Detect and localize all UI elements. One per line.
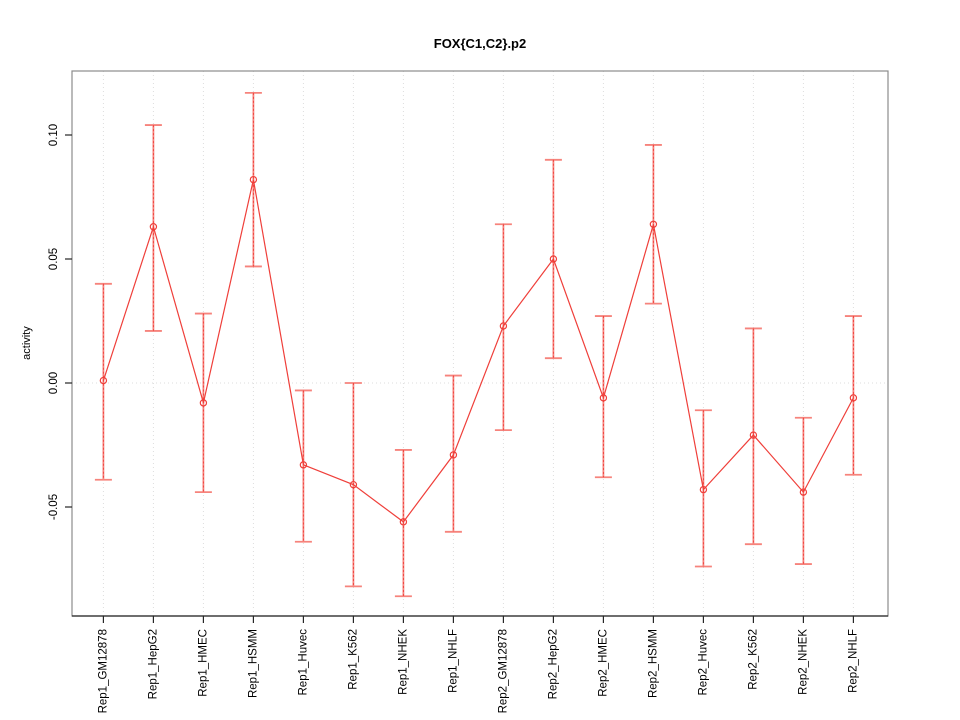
- x-tick-label: Rep2_GM12878: [497, 629, 509, 713]
- data-point: [399, 518, 408, 526]
- plot-border: [71, 70, 889, 617]
- data-point: [799, 488, 808, 496]
- y-tick-label: -0.05: [48, 494, 60, 520]
- data-point: [249, 175, 258, 184]
- x-tick-label: Rep2_K562: [747, 629, 759, 690]
- x-tick-label: Rep2_NHLF: [847, 629, 859, 693]
- data-point: [149, 223, 158, 231]
- y-tick-label: 0.00: [48, 372, 60, 394]
- y-tick-label: 0.05: [48, 248, 60, 270]
- x-tick-label: Rep1_Huvec: [297, 629, 309, 696]
- x-tick-label: Rep1_NHEK: [397, 629, 409, 695]
- data-point: [199, 399, 208, 407]
- series-line: [102, 179, 854, 523]
- x-tick-label: Rep1_NHLF: [447, 629, 459, 693]
- x-tick-label: Rep1_HSMM: [247, 629, 259, 698]
- data-point: [349, 480, 358, 489]
- data-point: [449, 451, 458, 459]
- data-point: [699, 485, 708, 494]
- data-point: [649, 220, 658, 228]
- y-tick-label: 0.10: [48, 124, 60, 146]
- data-point: [499, 322, 508, 330]
- x-tick-label: Rep2_HMEC: [597, 629, 609, 697]
- x-tick-label: Rep1_HepG2: [147, 629, 159, 699]
- x-tick-label: Rep1_GM12878: [97, 629, 109, 713]
- data-point: [549, 255, 558, 263]
- data-point: [99, 376, 108, 385]
- data-point: [299, 461, 308, 469]
- x-tick-label: Rep1_K562: [347, 629, 359, 690]
- chart-title: FOX{C1,C2}.p2: [433, 36, 527, 51]
- data-point: [749, 431, 758, 439]
- x-tick-label: Rep2_NHEK: [797, 629, 809, 695]
- x-tick-label: Rep1_HMEC: [197, 629, 209, 697]
- x-tick-label: Rep2_Huvec: [697, 629, 709, 696]
- data-point: [849, 394, 858, 402]
- x-tick-label: Rep2_HepG2: [547, 629, 559, 699]
- x-tick-label: Rep2_HSMM: [647, 629, 659, 698]
- data-point: [599, 394, 608, 402]
